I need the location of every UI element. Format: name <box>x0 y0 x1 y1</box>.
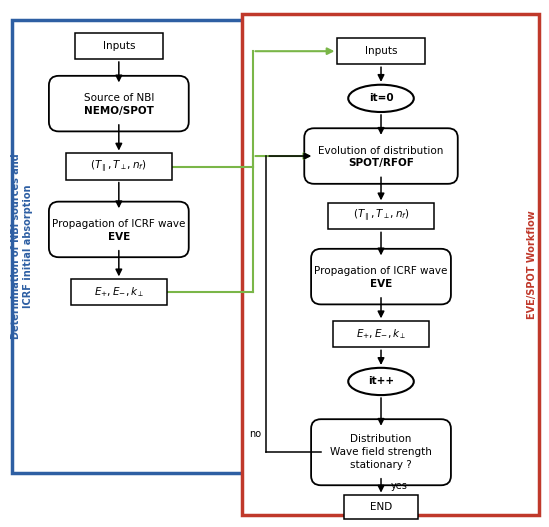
Text: SPOT/RFOF: SPOT/RFOF <box>348 159 414 168</box>
FancyBboxPatch shape <box>75 33 163 59</box>
Text: stationary ?: stationary ? <box>350 461 412 471</box>
FancyBboxPatch shape <box>328 203 434 229</box>
FancyBboxPatch shape <box>311 249 451 305</box>
FancyBboxPatch shape <box>333 321 429 347</box>
Text: NEMO/SPOT: NEMO/SPOT <box>84 106 154 116</box>
Text: $(T_{\parallel}, T_{\perp}, n_{f})$: $(T_{\parallel}, T_{\perp}, n_{f})$ <box>352 208 410 225</box>
FancyBboxPatch shape <box>311 419 451 485</box>
Text: Wave field strength: Wave field strength <box>330 447 432 457</box>
Text: it++: it++ <box>368 376 394 386</box>
Text: Propagation of ICRF wave: Propagation of ICRF wave <box>52 219 186 229</box>
Text: Inputs: Inputs <box>103 41 135 51</box>
Text: Source of NBI: Source of NBI <box>83 93 154 103</box>
Text: END: END <box>370 502 392 512</box>
Text: $E_{+}, E_{-}, k_{\perp}$: $E_{+}, E_{-}, k_{\perp}$ <box>93 286 144 299</box>
Text: no: no <box>249 429 261 439</box>
FancyBboxPatch shape <box>71 279 166 306</box>
Text: Distribution: Distribution <box>350 434 412 444</box>
FancyBboxPatch shape <box>65 153 172 180</box>
FancyBboxPatch shape <box>304 128 458 184</box>
Text: EVE: EVE <box>370 279 392 289</box>
Ellipse shape <box>348 368 414 395</box>
Text: EVE/SPOT Workflow: EVE/SPOT Workflow <box>528 210 537 319</box>
Text: $(T_{\parallel}, T_{\perp}, n_{f})$: $(T_{\parallel}, T_{\perp}, n_{f})$ <box>91 159 147 174</box>
Text: Determination of NBI sources and
ICRF initial absorption: Determination of NBI sources and ICRF in… <box>12 153 33 339</box>
FancyBboxPatch shape <box>49 76 189 131</box>
FancyBboxPatch shape <box>49 202 189 257</box>
Text: yes: yes <box>391 481 408 491</box>
FancyBboxPatch shape <box>337 38 425 64</box>
Text: Inputs: Inputs <box>365 46 397 56</box>
Ellipse shape <box>348 85 414 112</box>
FancyBboxPatch shape <box>242 15 540 515</box>
Text: Evolution of distribution: Evolution of distribution <box>318 146 444 156</box>
Text: $E_{+}, E_{-}, k_{\perp}$: $E_{+}, E_{-}, k_{\perp}$ <box>356 327 406 341</box>
Text: EVE: EVE <box>108 232 130 242</box>
Text: Propagation of ICRF wave: Propagation of ICRF wave <box>315 267 447 277</box>
FancyBboxPatch shape <box>344 495 418 519</box>
FancyBboxPatch shape <box>12 19 255 473</box>
Text: it=0: it=0 <box>369 93 393 103</box>
